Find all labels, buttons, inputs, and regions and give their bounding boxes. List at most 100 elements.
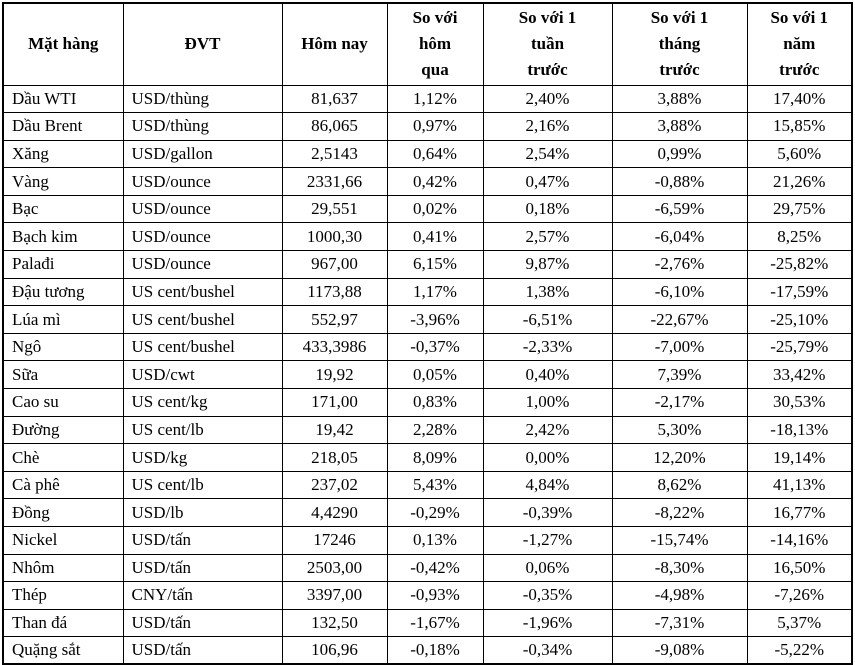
cell-today: 2,5143: [281, 139, 388, 169]
cell-today: 106,96: [281, 636, 388, 665]
cell-vs-month: 5,30%: [611, 415, 748, 445]
cell-vs-month: -6,59%: [611, 194, 748, 224]
cell-vs-yesterday: -0,18%: [386, 636, 484, 665]
cell-name: Bạch kim: [2, 222, 124, 252]
cell-vs-month: 12,20%: [611, 443, 748, 472]
cell-vs-week: 2,57%: [482, 222, 613, 252]
cell-vs-week: -0,34%: [482, 636, 613, 665]
cell-vs-month: -6,04%: [611, 222, 748, 252]
cell-name: Đường: [2, 415, 124, 445]
cell-vs-week: 1,00%: [482, 388, 613, 417]
cell-vs-year: 33,42%: [746, 360, 853, 390]
cell-vs-week: 2,42%: [482, 415, 613, 445]
cell-vs-month: -4,98%: [611, 581, 748, 610]
table-row: Đậu tương US cent/bushel 1173,88 1,17% 1,38%…: [2, 277, 853, 307]
header-cell-vs-month: So với 1 tháng trước: [611, 2, 748, 86]
cell-name: Chè: [2, 443, 124, 472]
cell-vs-month: 7,39%: [611, 360, 748, 390]
cell-vs-yesterday: 0,02%: [386, 194, 484, 224]
cell-vs-yesterday: 0,97%: [386, 112, 484, 141]
cell-vs-yesterday: 0,42%: [386, 167, 484, 196]
cell-vs-month: 8,62%: [611, 470, 748, 500]
cell-today: 237,02: [281, 470, 388, 500]
cell-vs-yesterday: -0,93%: [386, 581, 484, 610]
cell-unit: US cent/lb: [122, 470, 283, 500]
table-row: Nhôm USD/tấn 2503,00 -0,42% 0,06% -8,30% 16,50…: [2, 553, 853, 583]
cell-today: 19,42: [281, 415, 388, 445]
cell-vs-yesterday: -0,42%: [386, 553, 484, 583]
table-row: Bạc USD/ounce 29,551 0,02% 0,18% -6,59% 29,75%: [2, 194, 853, 224]
table-header: Mặt hàng ĐVT Hôm nay So với hôm qua So với 1…: [2, 2, 853, 86]
cell-vs-year: -5,22%: [746, 636, 853, 665]
cell-vs-month: 0,99%: [611, 139, 748, 169]
cell-today: 967,00: [281, 250, 388, 279]
cell-vs-week: 2,16%: [482, 112, 613, 141]
cell-vs-yesterday: 0,13%: [386, 526, 484, 555]
cell-unit: CNY/tấn: [122, 581, 283, 610]
cell-vs-year: 17,40%: [746, 84, 853, 114]
cell-vs-year: 41,13%: [746, 470, 853, 500]
cell-vs-week: 0,47%: [482, 167, 613, 196]
header-row: Mặt hàng ĐVT Hôm nay So với hôm qua So với 1…: [2, 2, 853, 86]
cell-name: Than đá: [2, 608, 124, 638]
table-row: Vàng USD/ounce 2331,66 0,42% 0,47% -0,88% 21,2…: [2, 167, 853, 196]
cell-vs-yesterday: -0,29%: [386, 498, 484, 527]
cell-vs-week: -6,51%: [482, 305, 613, 334]
cell-name: Palađi: [2, 250, 124, 279]
cell-unit: USD/ounce: [122, 194, 283, 224]
cell-vs-yesterday: -0,37%: [386, 332, 484, 362]
cell-vs-year: -25,10%: [746, 305, 853, 334]
cell-vs-week: 0,06%: [482, 553, 613, 583]
cell-vs-month: -0,88%: [611, 167, 748, 196]
cell-vs-month: -9,08%: [611, 636, 748, 665]
cell-today: 3397,00: [281, 581, 388, 610]
cell-today: 433,3986: [281, 332, 388, 362]
cell-vs-year: 21,26%: [746, 167, 853, 196]
header-cell-unit: ĐVT: [122, 2, 283, 86]
cell-name: Sữa: [2, 360, 124, 390]
cell-vs-month: -2,76%: [611, 250, 748, 279]
cell-vs-year: -17,59%: [746, 277, 853, 307]
cell-unit: US cent/bushel: [122, 332, 283, 362]
cell-vs-yesterday: 6,15%: [386, 250, 484, 279]
cell-vs-year: 8,25%: [746, 222, 853, 252]
table-row: Lúa mì US cent/bushel 552,97 -3,96% -6,51% -2…: [2, 305, 853, 334]
cell-unit: USD/ounce: [122, 250, 283, 279]
cell-unit: USD/thùng: [122, 112, 283, 141]
cell-vs-yesterday: 8,09%: [386, 443, 484, 472]
cell-name: Ngô: [2, 332, 124, 362]
cell-today: 1173,88: [281, 277, 388, 307]
cell-unit: US cent/bushel: [122, 305, 283, 334]
cell-vs-yesterday: 0,64%: [386, 139, 484, 169]
table-row: Sữa USD/cwt 19,92 0,05% 0,40% 7,39% 33,42%: [2, 360, 853, 390]
cell-vs-year: -7,26%: [746, 581, 853, 610]
cell-vs-yesterday: 0,41%: [386, 222, 484, 252]
cell-name: Đậu tương: [2, 277, 124, 307]
cell-vs-year: -18,13%: [746, 415, 853, 445]
table-row: Nickel USD/tấn 17246 0,13% -1,27% -15,74% -14,…: [2, 526, 853, 555]
cell-today: 4,4290: [281, 498, 388, 527]
cell-unit: USD/kg: [122, 443, 283, 472]
table-row: Dầu Brent USD/thùng 86,065 0,97% 2,16% 3,88% 1…: [2, 112, 853, 141]
cell-vs-yesterday: 1,17%: [386, 277, 484, 307]
cell-vs-yesterday: 0,83%: [386, 388, 484, 417]
cell-name: Cà phê: [2, 470, 124, 500]
cell-vs-month: -8,30%: [611, 553, 748, 583]
table-row: Palađi USD/ounce 967,00 6,15% 9,87% -2,76% -25…: [2, 250, 853, 279]
cell-unit: USD/gallon: [122, 139, 283, 169]
cell-today: 552,97: [281, 305, 388, 334]
cell-vs-year: 15,85%: [746, 112, 853, 141]
cell-vs-yesterday: -3,96%: [386, 305, 484, 334]
header-cell-vs-year: So với 1 năm trước: [746, 2, 853, 86]
header-cell-vs-week: So với 1 tuần trước: [482, 2, 613, 86]
cell-vs-week: -0,35%: [482, 581, 613, 610]
cell-vs-month: 3,88%: [611, 112, 748, 141]
cell-vs-week: 0,00%: [482, 443, 613, 472]
table-row: Dầu WTI USD/thùng 81,637 1,12% 2,40% 3,88% 17,…: [2, 84, 853, 114]
cell-vs-year: -25,82%: [746, 250, 853, 279]
cell-vs-week: 4,84%: [482, 470, 613, 500]
cell-vs-month: -22,67%: [611, 305, 748, 334]
cell-today: 17246: [281, 526, 388, 555]
cell-vs-year: -14,16%: [746, 526, 853, 555]
